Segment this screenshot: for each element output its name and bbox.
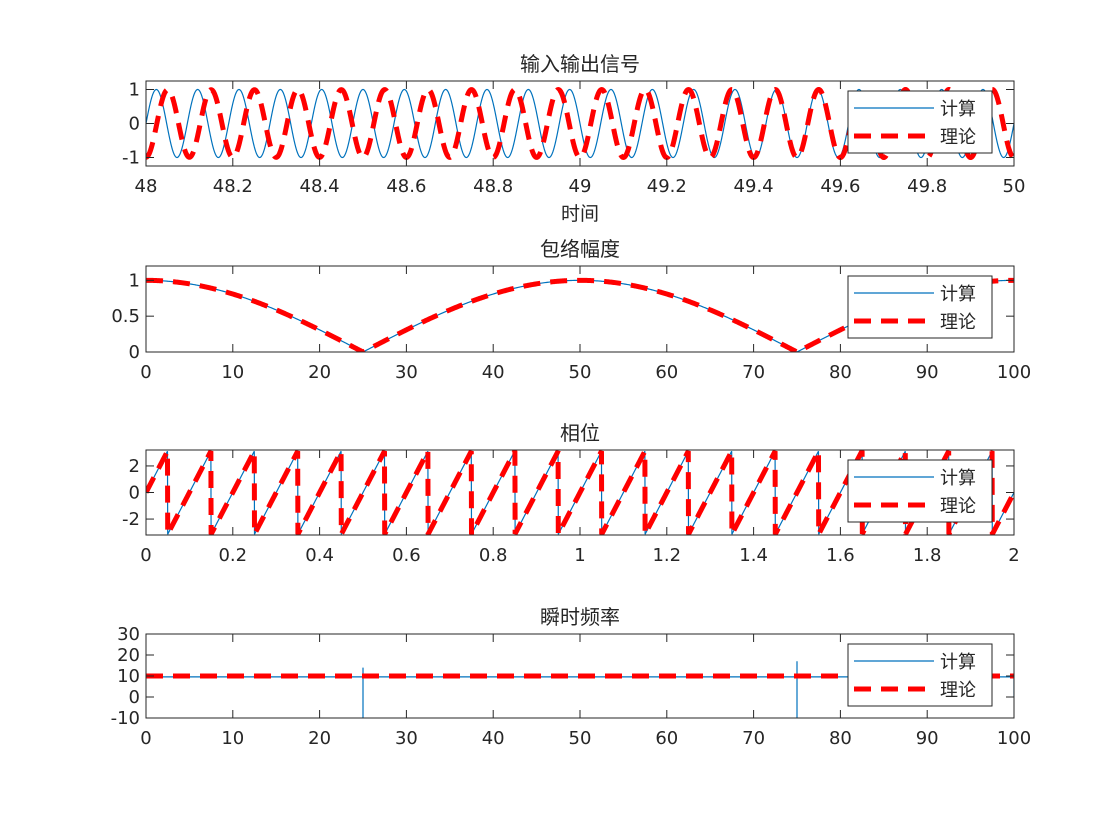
x-tick-label: 20: [308, 728, 331, 749]
series-group: [146, 661, 1014, 718]
x-tick-label: 1.4: [739, 545, 768, 566]
x-tick-label: 1.6: [826, 545, 855, 566]
x-tick-label: 2: [1008, 545, 1019, 566]
legend-box: [847, 643, 993, 707]
legend-label-theory: 理论: [940, 127, 976, 148]
subplot-title: 相位: [560, 421, 600, 445]
x-tick-label: 48.6: [386, 176, 426, 197]
x-tick-label: 60: [655, 362, 678, 383]
y-tick-label: 0: [129, 342, 140, 363]
x-tick-label: 0: [140, 545, 151, 566]
x-tick-label: 0.4: [305, 545, 334, 566]
subplot-1: 48 48.2 48.4 48.6 48.8 49 49.2 49.4 49.6 49.8 50 -1…: [122, 52, 1025, 225]
x-tick-label: 70: [742, 362, 765, 383]
y-tick-label: 20: [117, 645, 140, 666]
x-tick-label: 100: [997, 362, 1031, 383]
y-tick-label: 0: [129, 483, 140, 504]
x-tick-label: 10: [221, 728, 244, 749]
subplot-title: 瞬时频率: [540, 605, 620, 629]
y-tick-label: -2: [122, 509, 140, 530]
y-tick-label: -1: [122, 148, 140, 169]
legend-box: [847, 459, 993, 523]
x-tick-label: 1.8: [913, 545, 942, 566]
x-tick-label: 50: [569, 728, 592, 749]
x-tick-label: 20: [308, 362, 331, 383]
legend-label-theory: 理论: [940, 312, 976, 333]
x-tick-label: 0.8: [479, 545, 508, 566]
legend-box: [847, 275, 993, 339]
x-tick-label: 1: [574, 545, 585, 566]
y-tick-label: 30: [117, 624, 140, 645]
x-tick-label: 49: [569, 176, 592, 197]
x-tick-label: 49.4: [734, 176, 774, 197]
x-tick-label: 49.2: [647, 176, 687, 197]
x-tick-label: 49.6: [820, 176, 860, 197]
y-tick-label: 2: [129, 456, 140, 477]
y-tick-label: 0: [129, 114, 140, 135]
x-tick-label: 48.2: [213, 176, 253, 197]
legend-label-theory: 理论: [940, 680, 976, 701]
x-tick-label: 30: [395, 362, 418, 383]
y-tick-label: 1: [129, 270, 140, 291]
y-tick-label: 1: [129, 80, 140, 101]
subplot-title: 输入输出信号: [520, 52, 640, 76]
x-tick-label: 40: [482, 362, 505, 383]
x-tick-label: 10: [221, 362, 244, 383]
x-tick-label: 100: [997, 728, 1031, 749]
x-axis-label: 时间: [561, 203, 599, 225]
legend-label-computed: 计算: [940, 284, 976, 305]
x-tick-label: 0.6: [392, 545, 421, 566]
x-tick-label: 50: [569, 362, 592, 383]
y-tick-label: -10: [111, 708, 140, 729]
x-tick-label: 40: [482, 728, 505, 749]
x-tick-label: 80: [829, 728, 852, 749]
y-tick-label: 0.5: [111, 306, 140, 327]
x-tick-label: 48: [135, 176, 158, 197]
x-tick-label: 60: [655, 728, 678, 749]
x-tick-label: 90: [916, 728, 939, 749]
x-tick-label: 50: [1003, 176, 1026, 197]
legend-box: [847, 90, 993, 154]
subplot-title: 包络幅度: [540, 237, 620, 261]
legend-label-theory: 理论: [940, 496, 976, 517]
x-tick-label: 30: [395, 728, 418, 749]
x-tick-label: 80: [829, 362, 852, 383]
legend-label-computed: 计算: [940, 99, 976, 120]
x-tick-label: 0.2: [218, 545, 247, 566]
x-tick-label: 48.8: [473, 176, 513, 197]
x-tick-label: 1.2: [652, 545, 681, 566]
x-tick-label: 49.8: [907, 176, 947, 197]
series-line-computed: [146, 661, 1014, 718]
x-tick-label: 90: [916, 362, 939, 383]
y-tick-label: 10: [117, 666, 140, 687]
x-tick-label: 70: [742, 728, 765, 749]
series-line-theory: [146, 277, 1014, 352]
x-tick-label: 0: [140, 728, 151, 749]
legend-label-computed: 计算: [940, 652, 976, 673]
x-tick-label: 48.4: [300, 176, 340, 197]
x-tick-label: 0: [140, 362, 151, 383]
legend-label-computed: 计算: [940, 468, 976, 489]
y-tick-label: 0: [129, 687, 140, 708]
